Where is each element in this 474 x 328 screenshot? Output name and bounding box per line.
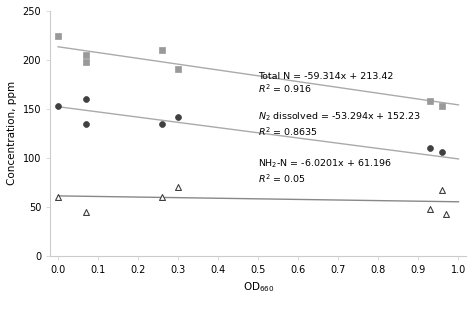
Point [174, 66, 182, 72]
Point [158, 195, 166, 200]
Point [55, 103, 62, 109]
Point [82, 52, 90, 58]
Point [438, 103, 446, 109]
Text: NH$_2$-N = -6.0201x + 61.196
$R^2$ = 0.05: NH$_2$-N = -6.0201x + 61.196 $R^2$ = 0.0… [258, 158, 392, 185]
Point [427, 145, 434, 151]
Point [55, 195, 62, 200]
Point [158, 121, 166, 126]
Text: $N_2$ dissolved = -53.294x + 152.23
$R^2$ = 0.8635: $N_2$ dissolved = -53.294x + 152.23 $R^2… [258, 111, 421, 138]
Point [174, 185, 182, 190]
Point [427, 98, 434, 104]
Point [158, 48, 166, 53]
Point [443, 211, 450, 216]
Point [82, 209, 90, 215]
Point [427, 206, 434, 212]
X-axis label: OD$_{660}$: OD$_{660}$ [243, 280, 274, 294]
Point [174, 114, 182, 119]
Point [82, 96, 90, 102]
Point [82, 121, 90, 126]
Point [438, 188, 446, 193]
Point [438, 149, 446, 154]
Point [82, 59, 90, 65]
Y-axis label: Concentration, ppm: Concentration, ppm [7, 81, 17, 185]
Point [55, 34, 62, 39]
Text: Total N = -59.314x + 213.42
$R^2$ = 0.916: Total N = -59.314x + 213.42 $R^2$ = 0.91… [258, 72, 394, 95]
